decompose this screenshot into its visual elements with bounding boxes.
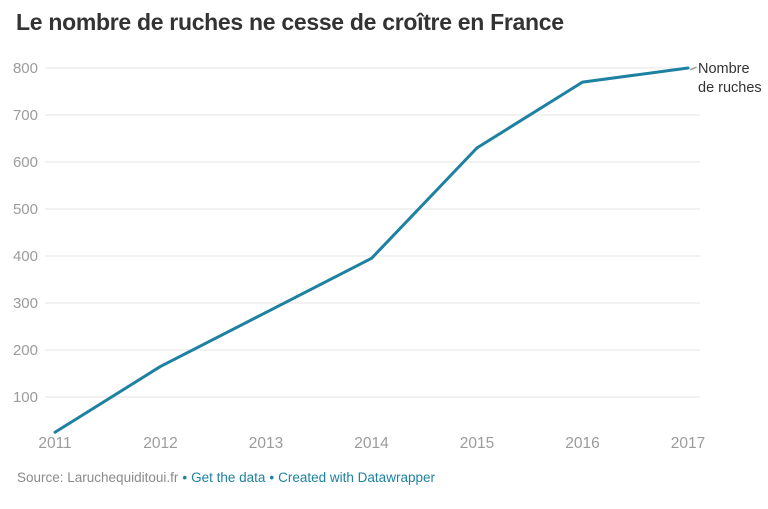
chart-footer: Source: Laruchequiditoui.fr • Get the data… [17,470,435,485]
separator-dot: • [269,470,275,485]
separator-dot: • [182,470,188,485]
x-tick-label: 2015 [460,435,494,452]
x-tick-label: 2011 [38,435,71,452]
chart-title: Le nombre de ruches ne cesse de croître … [16,9,564,35]
datawrapper-credit-link[interactable]: Created with Datawrapper [278,470,435,485]
get-the-data-link[interactable]: Get the data [191,470,266,485]
y-tick-label: 500 [13,201,38,218]
y-tick-label: 200 [13,342,38,359]
y-tick-label: 400 [13,248,38,265]
x-tick-label: 2013 [249,435,283,452]
data-line [53,66,690,434]
y-tick-label: 800 [13,60,38,77]
source-text: Source: Laruchequiditoui.fr [17,470,179,485]
series-label: Nombre de ruches [698,61,762,96]
x-tick-label: 2016 [565,435,599,452]
x-tick-label: 2014 [354,435,389,452]
label-connector-dash [689,66,697,71]
x-tick-label: 2017 [671,435,705,452]
y-tick-label: 600 [13,154,38,171]
y-tick-label: 700 [13,107,38,124]
y-tick-label: 100 [13,389,38,406]
y-tick-label: 300 [13,295,38,312]
x-tick-label: 2012 [143,435,177,452]
line-chart: 100 200 300 400 500 600 700 800 2011 2012 2013 2014… [13,60,705,452]
